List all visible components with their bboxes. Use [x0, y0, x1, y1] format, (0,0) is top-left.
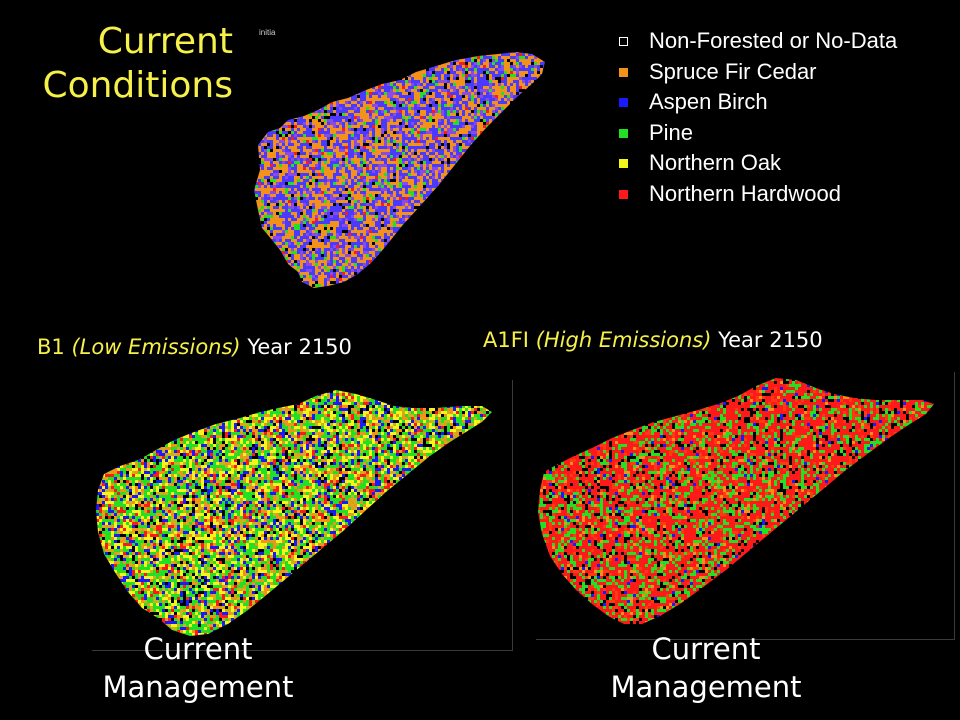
legend-item-non-forested: Non-Forested or No-Data [612, 26, 952, 57]
legend-item-aspen-birch: Aspen Birch [612, 87, 952, 118]
scenario-code: A1FI [483, 328, 529, 352]
panel-frame-a1fi [536, 372, 955, 640]
map-a1fi-fill [538, 378, 934, 624]
scenario-year: Year 2150 [247, 335, 352, 359]
legend-label: Northern Hardwood [649, 181, 841, 207]
scenario-code: B1 [37, 335, 65, 359]
map-current-fill [254, 52, 545, 288]
legend-item-spruce-fir-cedar: Spruce Fir Cedar [612, 57, 952, 88]
legend-swatch-spruce-fir-cedar [619, 67, 628, 77]
management-line-1: Current [68, 630, 328, 668]
legend-label: Pine [649, 120, 693, 146]
legend-swatch-aspen-birch [619, 98, 628, 107]
management-line-1: Current [576, 630, 836, 668]
scenario-label-a1fi: A1FI (High Emissions) Year 2150 [483, 328, 823, 352]
management-label-left: Current Management [68, 630, 328, 706]
map-a1fi-2150 [538, 378, 934, 624]
initial-map-label: initia [259, 28, 275, 37]
management-label-right: Current Management [576, 630, 836, 706]
scenario-label-b1: B1 (Low Emissions) Year 2150 [37, 335, 352, 359]
legend: Non-Forested or No-Data Spruce Fir Cedar… [612, 26, 952, 209]
legend-swatch-pine [619, 128, 628, 138]
panel-frame-b1 [92, 380, 513, 651]
legend-swatch-northern-oak [619, 159, 628, 168]
legend-label: Spruce Fir Cedar [649, 59, 817, 85]
title-line-1: Current [42, 20, 233, 64]
map-current-conditions [254, 52, 545, 288]
scenario-emissions: (Low Emissions) [71, 335, 240, 359]
legend-item-northern-oak: Northern Oak [612, 148, 952, 179]
legend-label: Northern Oak [649, 150, 781, 176]
map-b1-2150 [96, 390, 492, 636]
scenario-year: Year 2150 [718, 328, 823, 352]
slide-title: Current Conditions [42, 20, 233, 108]
legend-label: Aspen Birch [649, 89, 768, 115]
management-line-2: Management [576, 668, 836, 706]
management-line-2: Management [68, 668, 328, 706]
legend-label: Non-Forested or No-Data [649, 28, 897, 54]
legend-item-northern-hardwood: Northern Hardwood [612, 179, 952, 210]
title-line-2: Conditions [42, 64, 233, 108]
legend-swatch-northern-hardwood [619, 189, 628, 199]
scenario-emissions: (High Emissions) [536, 328, 712, 352]
map-b1-fill [96, 390, 492, 636]
legend-item-pine: Pine [612, 118, 952, 149]
legend-swatch-non-forested [619, 37, 628, 46]
